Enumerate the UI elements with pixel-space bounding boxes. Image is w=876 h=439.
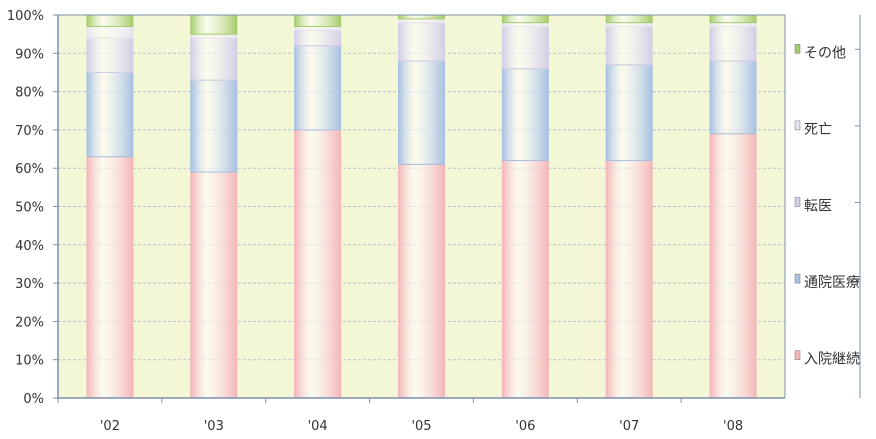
bar-segment bbox=[709, 14, 757, 24]
x-tick-label: '03 bbox=[204, 419, 224, 434]
bar-segment bbox=[398, 60, 445, 165]
x-tick-label: '08 bbox=[723, 419, 743, 434]
bar-segment bbox=[86, 14, 134, 27]
bar-segment bbox=[190, 79, 238, 173]
bar-segment bbox=[709, 22, 757, 27]
bar-segment bbox=[605, 25, 653, 66]
bar-segment bbox=[501, 14, 549, 24]
y-tick-label: 80% bbox=[15, 86, 44, 101]
bar-segment bbox=[86, 37, 134, 73]
bar-segment bbox=[605, 14, 653, 24]
y-tick-label: 70% bbox=[15, 124, 44, 139]
bar-segment bbox=[501, 68, 549, 162]
bar-segment bbox=[294, 45, 342, 131]
bar-segment bbox=[709, 60, 757, 135]
legend-swatch bbox=[794, 44, 801, 54]
x-tick-label: '07 bbox=[619, 419, 639, 434]
legend-label: その他 bbox=[804, 45, 846, 61]
y-tick-label: 40% bbox=[15, 239, 44, 254]
bar-segment bbox=[398, 22, 445, 62]
bar-segment bbox=[86, 156, 134, 399]
x-tick-label: '04 bbox=[308, 419, 328, 434]
bar-segment bbox=[86, 71, 134, 158]
legend-swatch bbox=[794, 120, 801, 131]
bar-segment bbox=[398, 14, 445, 20]
bar-segment bbox=[294, 129, 342, 399]
legend-swatch bbox=[794, 350, 801, 360]
x-tick-label: '02 bbox=[100, 419, 120, 434]
bar-segment bbox=[605, 64, 653, 162]
bar-segment bbox=[501, 25, 549, 70]
legend-label: 入院継続 bbox=[804, 351, 860, 368]
bar-segment bbox=[501, 22, 549, 27]
bar-segment bbox=[605, 22, 653, 27]
bar-segment bbox=[709, 25, 757, 62]
bar-segment bbox=[190, 171, 238, 399]
bar-segment bbox=[709, 133, 757, 399]
y-tick-label: 60% bbox=[15, 162, 44, 177]
legend-label: 通院医療 bbox=[804, 274, 860, 291]
bar-segment bbox=[398, 18, 445, 24]
bar-segment bbox=[501, 160, 549, 399]
bar-segment bbox=[398, 163, 445, 399]
bar-segment bbox=[294, 14, 342, 27]
legend-label: 死亡 bbox=[804, 122, 832, 138]
y-tick-label: 90% bbox=[15, 47, 44, 62]
bar-segment bbox=[294, 29, 342, 47]
legend-swatch bbox=[794, 197, 801, 207]
legend-label: 転医 bbox=[804, 199, 832, 215]
x-tick-label: '05 bbox=[411, 419, 431, 434]
bar-segment bbox=[86, 25, 134, 39]
y-tick-label: 50% bbox=[15, 201, 44, 216]
y-tick-label: 10% bbox=[15, 354, 44, 369]
y-tick-label: 30% bbox=[15, 277, 44, 292]
legend-swatch bbox=[794, 273, 801, 284]
bar-segment bbox=[605, 160, 653, 399]
y-tick-label: 20% bbox=[15, 315, 44, 330]
bar-segment bbox=[190, 37, 238, 81]
bar-segment bbox=[190, 33, 238, 39]
y-tick-label: 0% bbox=[23, 392, 44, 407]
bar-segment bbox=[294, 25, 342, 31]
bar-segment bbox=[190, 14, 238, 35]
y-tick-label: 100% bbox=[7, 9, 44, 24]
x-tick-label: '06 bbox=[515, 419, 535, 434]
